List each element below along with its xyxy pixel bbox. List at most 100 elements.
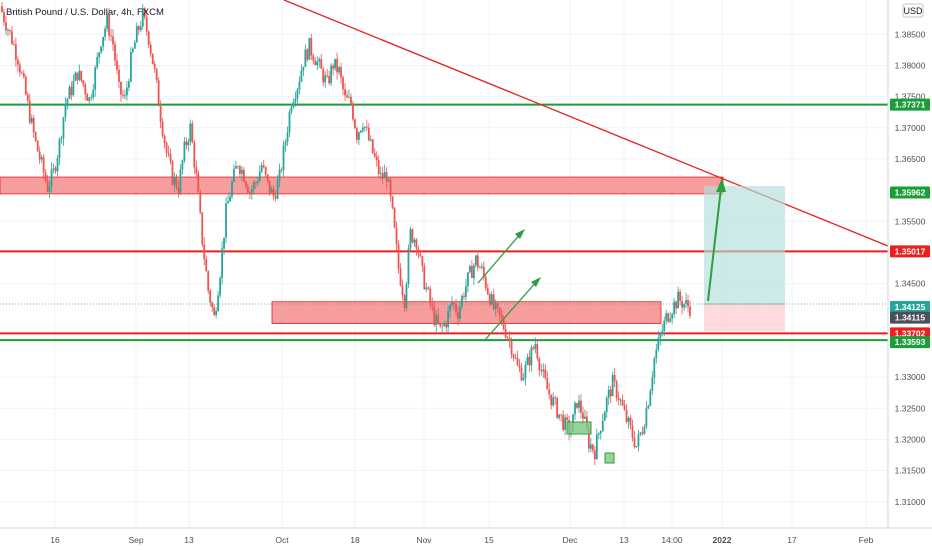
- candle-body: [161, 121, 164, 137]
- candle-body: [76, 72, 79, 81]
- candle-body: [124, 95, 126, 97]
- candle-body: [427, 287, 430, 289]
- descending-trend-line[interactable]: [283, 0, 889, 247]
- candle-body: [266, 174, 269, 181]
- candle-body: [544, 369, 547, 379]
- candle-body: [139, 26, 142, 30]
- marker-box-left[interactable]: [566, 421, 592, 435]
- candle-body: [268, 180, 271, 193]
- candle-body: [223, 237, 225, 249]
- candle-body: [679, 291, 681, 302]
- currency-box[interactable]: [902, 3, 924, 18]
- candle-body: [352, 103, 354, 120]
- candle-body: [399, 268, 402, 286]
- candle-body: [373, 153, 376, 157]
- candle-body: [177, 187, 180, 193]
- candle-body: [66, 98, 69, 104]
- candle-body: [542, 369, 545, 372]
- candle-body: [219, 278, 221, 296]
- candle-body: [272, 188, 275, 197]
- price-axis-ticks: 1.38500 1.38000 1.37500 1.37000 1.36500 1.355…: [895, 29, 926, 507]
- candle-body: [189, 123, 192, 142]
- candle-body: [310, 38, 313, 56]
- candle-body: [209, 290, 212, 303]
- candle-body: [641, 432, 644, 434]
- candle-body: [191, 123, 194, 143]
- candle-body: [187, 141, 190, 146]
- candle-body: [580, 400, 582, 413]
- candle-body: [48, 186, 51, 192]
- time-tick-label: 17: [787, 535, 797, 545]
- candle-body: [1, 6, 3, 13]
- price-tick-label: 1.38500: [895, 29, 926, 39]
- candle-body: [552, 397, 555, 406]
- candle-body: [320, 59, 323, 69]
- price-tick-label: 1.33000: [895, 372, 926, 382]
- candle-body: [534, 344, 537, 349]
- candle-body: [26, 94, 29, 101]
- candle-body: [548, 389, 551, 395]
- candle-body: [621, 399, 624, 406]
- candle-body: [496, 303, 499, 308]
- candle-body: [11, 31, 13, 44]
- upper-resistance-zone[interactable]: [0, 176, 724, 195]
- candle-body: [546, 378, 549, 390]
- candle-body: [254, 182, 257, 184]
- candle-body: [88, 97, 91, 101]
- time-tick-label: 16: [50, 535, 60, 545]
- long-position-target-area[interactable]: [704, 186, 785, 304]
- long-position-stop-area[interactable]: [704, 304, 785, 331]
- candle-body: [300, 70, 303, 82]
- candle-body: [627, 417, 630, 422]
- price-tag-label: 1.33702: [895, 328, 926, 338]
- rising-channel-line-lower[interactable]: [483, 279, 539, 342]
- candle-body: [530, 347, 533, 366]
- candle-body: [54, 168, 57, 172]
- lower-support-zone[interactable]: [271, 301, 662, 324]
- rising-channel-arrowhead-upper: [515, 229, 525, 239]
- candle-body: [645, 408, 648, 427]
- candle-body: [419, 253, 422, 257]
- candle-body: [298, 81, 301, 90]
- price-tag-label: 1.33593: [895, 337, 926, 347]
- candle-body: [574, 402, 576, 415]
- candle-body: [500, 314, 503, 319]
- candle-body: [490, 294, 493, 305]
- candle-body: [199, 192, 202, 213]
- price-tag-label: 1.37371: [895, 100, 926, 110]
- candle-body: [58, 139, 61, 159]
- candle-body: [387, 179, 390, 182]
- marker-box-right[interactable]: [604, 452, 615, 464]
- candle-body: [344, 89, 346, 96]
- candle-body: [474, 255, 477, 266]
- candle-body: [163, 136, 166, 143]
- candle-body: [195, 167, 198, 174]
- candle-body: [151, 53, 154, 65]
- candle-body: [369, 139, 372, 141]
- candle-body: [413, 239, 416, 243]
- candle-body: [237, 166, 239, 167]
- candle-body: [135, 26, 138, 43]
- projection-arrow-line[interactable]: [707, 187, 722, 302]
- candle-body: [68, 86, 71, 99]
- candle-body: [326, 75, 329, 77]
- candle-body: [173, 176, 176, 185]
- grid-lines: [0, 0, 888, 528]
- candle-body: [379, 173, 382, 175]
- candle-body: [639, 432, 642, 435]
- rising-channel-line-upper[interactable]: [477, 231, 523, 284]
- candle-body: [461, 295, 463, 307]
- price-axis[interactable]: [888, 0, 932, 550]
- candle-body: [397, 244, 400, 269]
- candle-body: [120, 81, 122, 95]
- candle-body: [46, 180, 49, 192]
- candle-body: [469, 266, 471, 273]
- candle-body: [371, 139, 374, 154]
- candle-body: [669, 318, 672, 322]
- price-tag-label: 1.34125: [895, 302, 926, 312]
- candle-body: [480, 266, 483, 268]
- candle-body: [36, 140, 39, 152]
- candle-body: [147, 31, 150, 45]
- candle-body: [316, 61, 319, 66]
